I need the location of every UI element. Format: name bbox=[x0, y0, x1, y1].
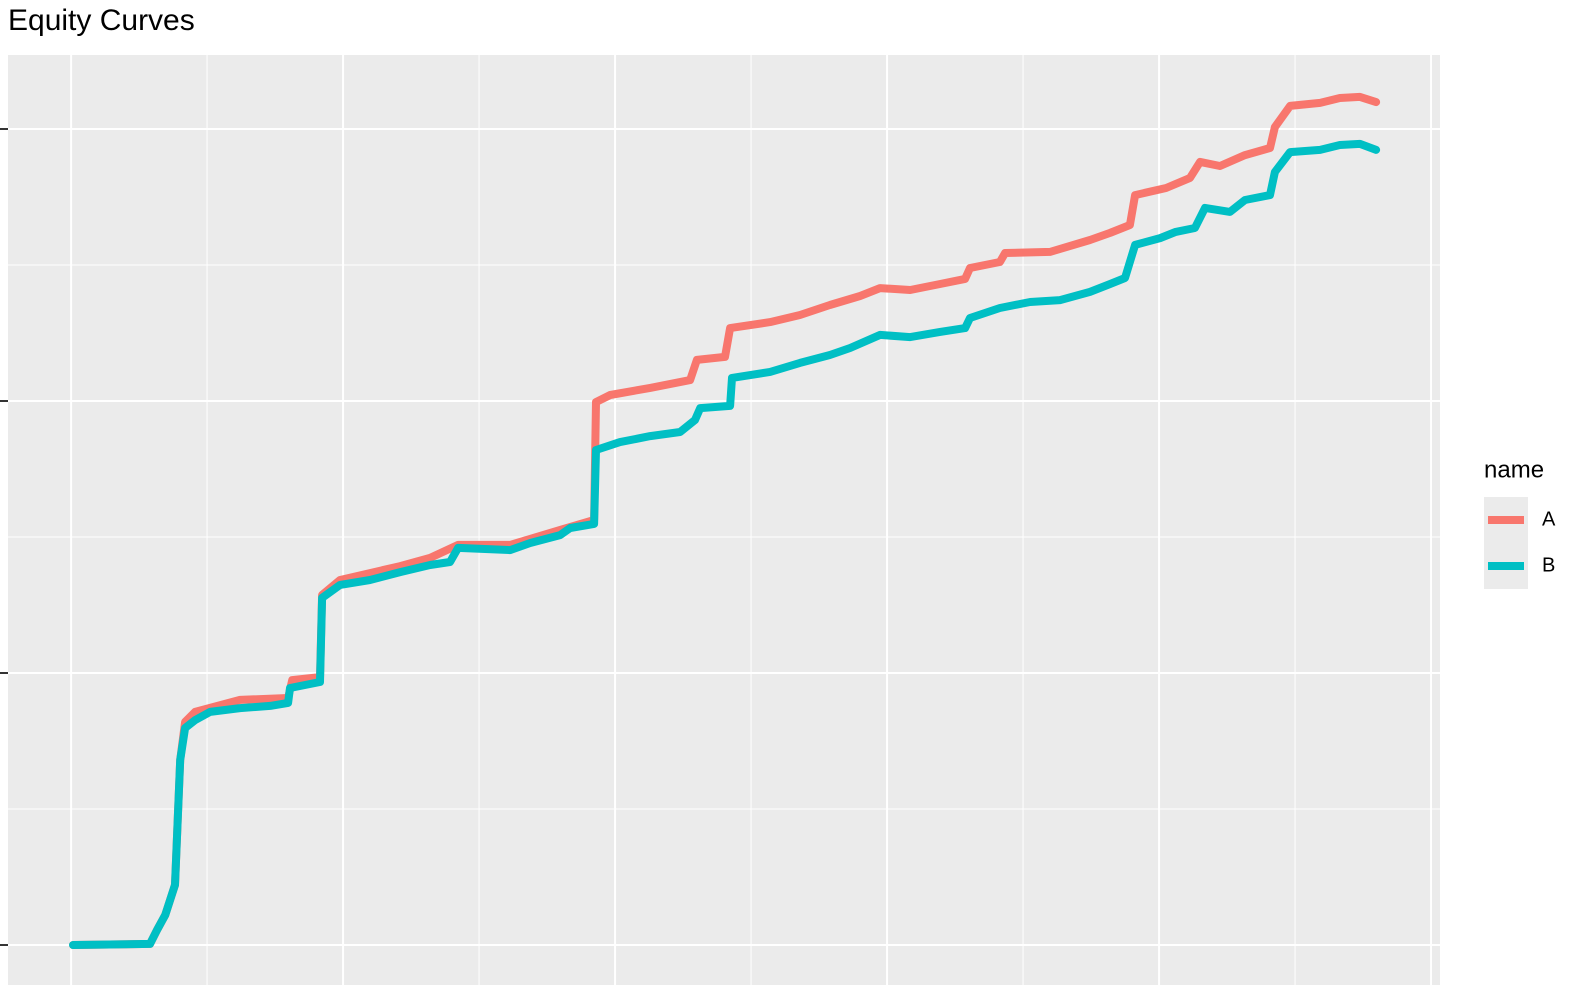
panel bbox=[8, 55, 1440, 985]
legend-title: name bbox=[1484, 456, 1544, 483]
legend-label: A bbox=[1542, 508, 1556, 530]
chart-title: Equity Curves bbox=[8, 4, 195, 37]
legend-label: B bbox=[1542, 554, 1555, 576]
line-series bbox=[69, 139, 1381, 949]
